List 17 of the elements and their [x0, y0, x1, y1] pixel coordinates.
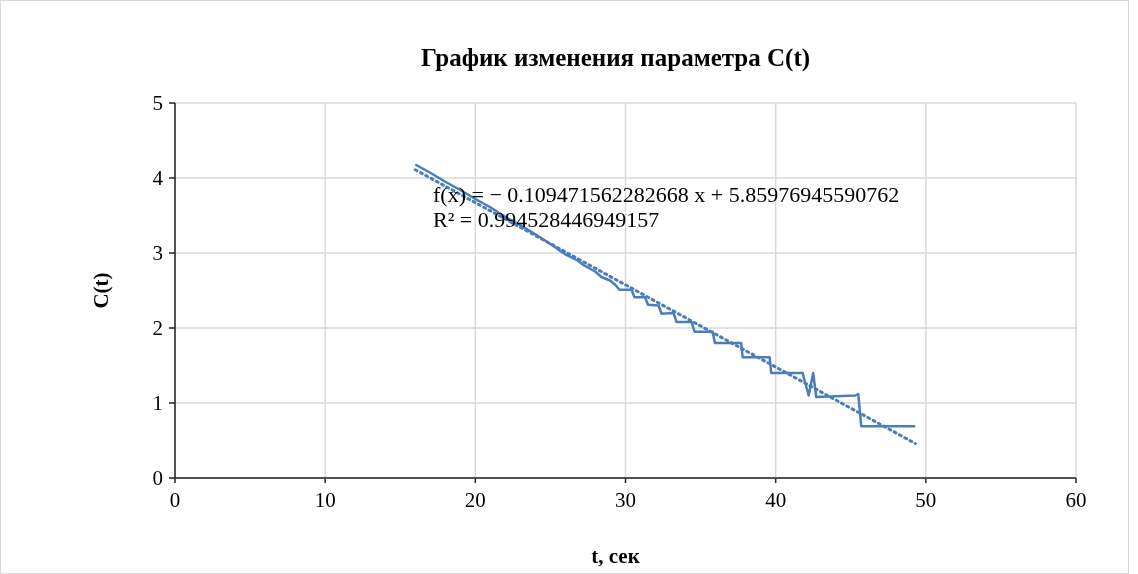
x-tick-label: 60 [1065, 488, 1087, 512]
chart-title: График изменения параметра C(t) [420, 44, 811, 72]
x-tick-label: 40 [765, 488, 787, 512]
x-tick-label: 30 [615, 488, 636, 512]
y-tick-label: 3 [152, 241, 163, 265]
y-tick-label: 1 [152, 391, 163, 415]
y-axis-title: C(t) [89, 272, 113, 309]
y-tick-label: 4 [152, 166, 164, 190]
x-axis-title: t, сек [591, 544, 641, 568]
y-tick-label: 0 [152, 466, 163, 490]
x-tick-label: 0 [169, 488, 181, 512]
y-tick-label: 2 [152, 316, 163, 340]
x-tick-label: 50 [915, 488, 937, 512]
annotation: f(x) = − 0.109471562282668 x + 5.85976945590762 [433, 182, 900, 207]
x-tick-label: 20 [464, 488, 486, 512]
y-tick-label: 5 [152, 91, 163, 115]
x-tick-label: 10 [314, 488, 336, 512]
